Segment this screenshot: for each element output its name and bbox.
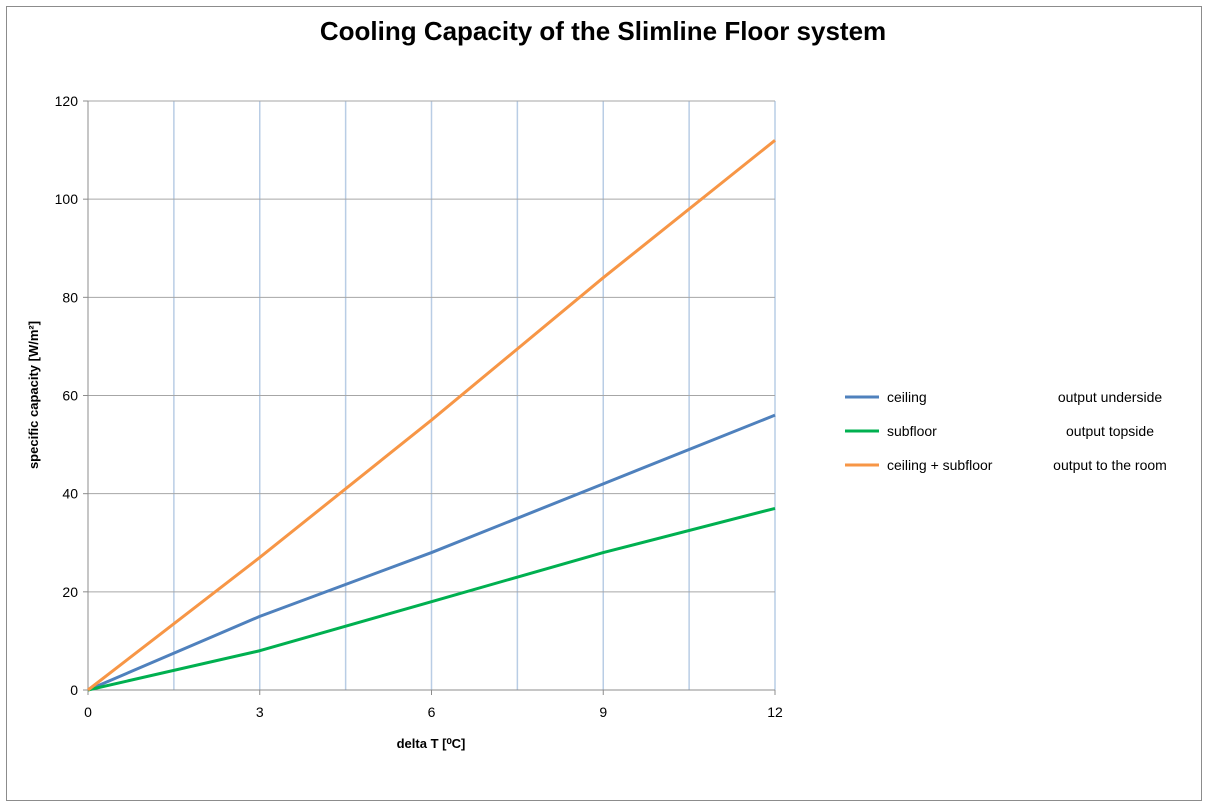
legend-label-3: ceiling + subfloor [887,457,993,473]
y-tick-label: 100 [55,191,79,207]
y-axis-title: specific capacity [W/m²] [26,321,41,469]
series-line-1 [87,413,776,692]
y-tick-label: 20 [62,584,78,600]
legend-description-1: output underside [1058,389,1163,405]
x-tick-label: 6 [428,704,436,720]
legend-description-3: output to the room [1053,457,1167,473]
x-tick-label: 3 [256,704,264,720]
y-tick-label: 40 [62,486,78,502]
series-line-2 [87,506,776,692]
legend-description-2: output topside [1066,423,1154,439]
y-tick-label: 0 [70,682,78,698]
legend-label-1: ceiling [887,389,927,405]
y-tick-label: 120 [55,93,79,109]
legend-label-2: subfloor [887,423,937,439]
chart-title: Cooling Capacity of the Slimline Floor s… [319,16,887,46]
x-tick-label: 9 [599,704,607,720]
series-line-3 [87,139,776,692]
x-tick-label: 12 [767,704,783,720]
x-tick-label: 0 [84,704,92,720]
y-tick-label: 60 [62,388,78,404]
x-axis-title: delta T [⁰C] [397,736,466,751]
y-tick-label: 80 [62,289,78,305]
